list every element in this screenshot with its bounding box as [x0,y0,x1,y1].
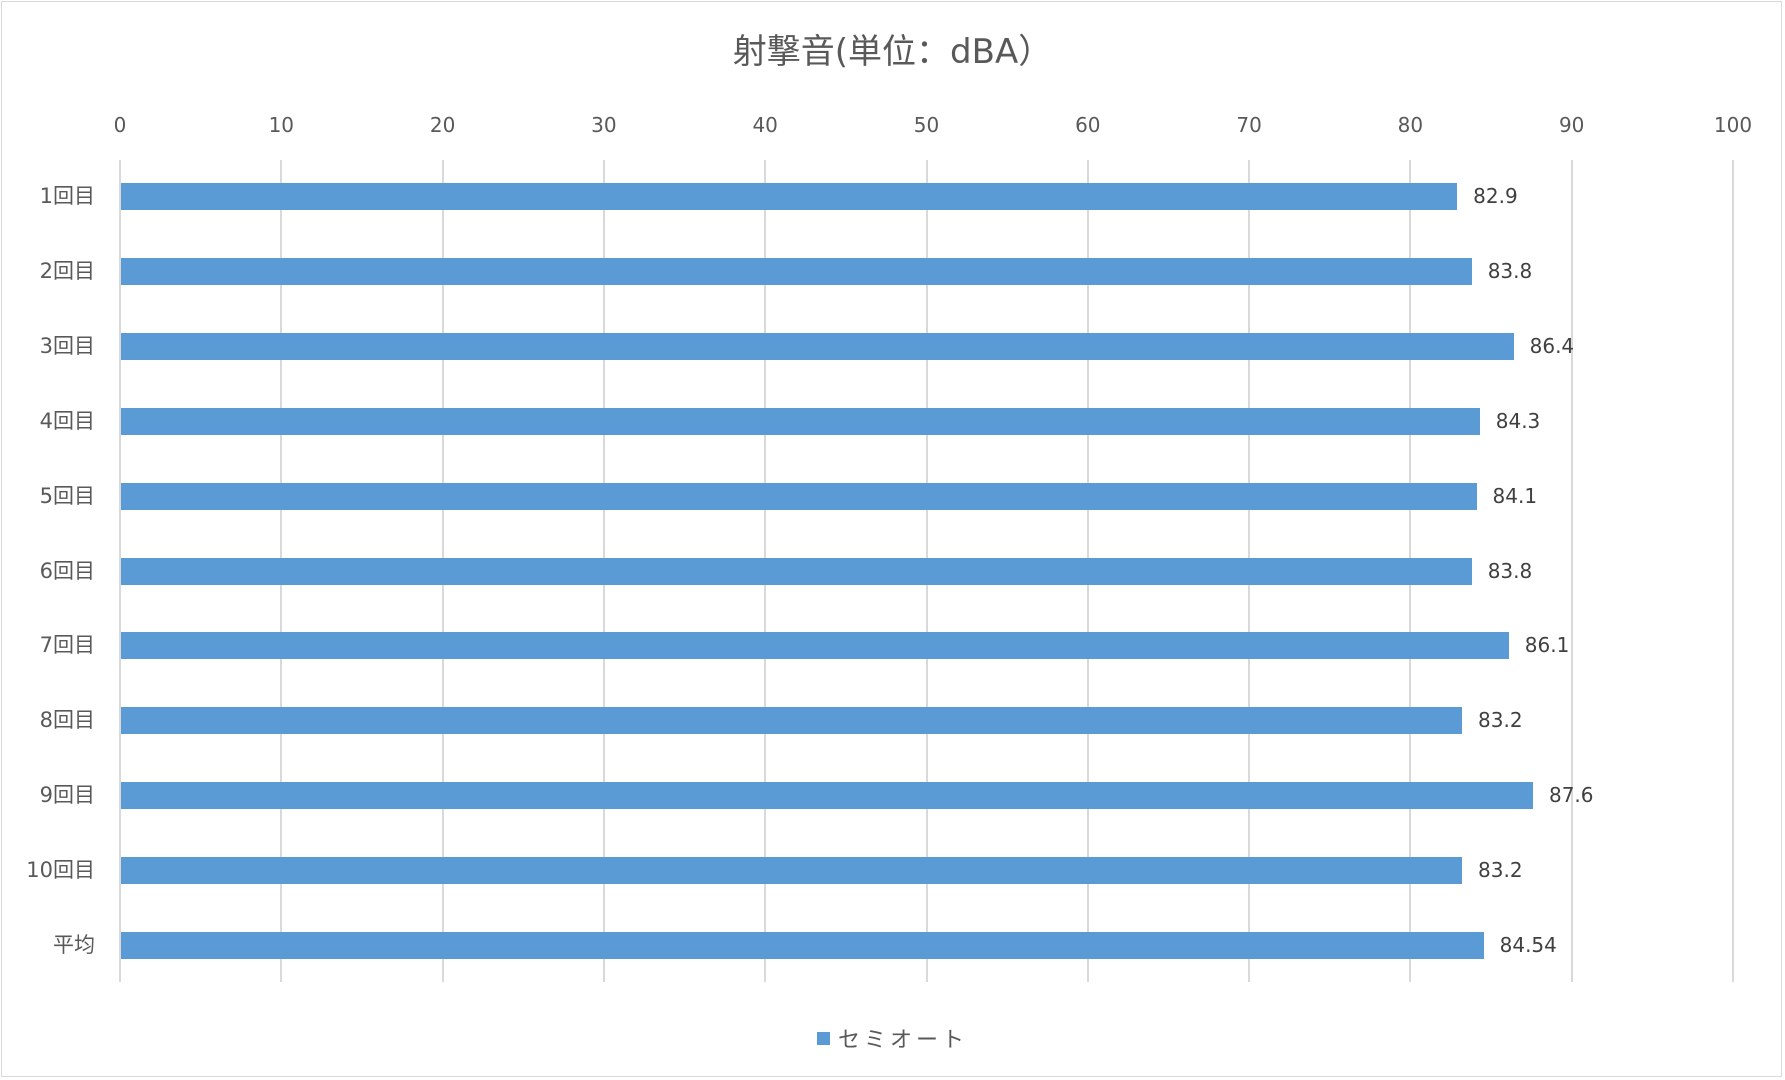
y-category-label: 平均 [53,933,95,957]
x-tick-label: 10 [268,113,295,137]
x-tick-label: 70 [1236,113,1262,137]
x-tick-label: 50 [913,113,940,137]
bar [121,557,1472,585]
y-category-label: 7回目 [39,633,95,658]
legend: セミオート [0,1022,1785,1054]
bar [121,782,1533,810]
data-label: 87.6 [1548,783,1594,808]
legend-swatch [816,1031,830,1045]
data-label: 84.3 [1495,408,1541,433]
x-tick-label: 60 [1075,113,1101,137]
x-tick-label: 80 [1397,113,1424,137]
y-category-label: 9回目 [39,783,95,808]
data-label: 83.2 [1478,708,1523,733]
bar [121,407,1480,435]
x-tick-label: 20 [429,113,456,137]
data-label: 84.54 [1499,933,1557,957]
y-category-label: 10回目 [26,858,95,883]
legend-label: セミオート [837,1028,968,1053]
bar [121,257,1472,285]
y-category-label: 2回目 [39,258,95,283]
bar [121,932,1484,959]
bar [121,632,1509,660]
gridline [1732,160,1734,982]
y-category-label: 4回目 [39,408,95,433]
data-label: 86.4 [1529,333,1575,358]
y-category-label: 6回目 [39,558,95,583]
x-tick-label: 40 [752,113,778,137]
x-tick-label: 90 [1558,113,1585,137]
gridline [1570,160,1573,982]
x-tick-label: 30 [591,113,617,137]
bar [121,707,1463,735]
gridline [119,160,121,982]
bar [121,857,1463,885]
y-category-label: 3回目 [39,333,95,358]
data-label: 82.9 [1473,184,1518,208]
y-category-label: 8回目 [39,708,95,733]
bar [121,183,1458,210]
data-label: 86.1 [1524,633,1570,658]
bar [121,332,1514,360]
y-category-label: 1回目 [39,184,95,208]
bar [121,482,1477,510]
x-tick-label: 0 [113,113,127,137]
chart-title: 射撃音(単位：dBA） [732,32,1053,72]
data-label: 84.1 [1492,483,1538,508]
x-tick-label: 100 [1713,113,1753,137]
y-category-label: 5回目 [39,483,95,508]
data-label: 83.8 [1487,258,1533,283]
data-label: 83.8 [1487,558,1533,583]
data-label: 83.2 [1478,858,1523,883]
